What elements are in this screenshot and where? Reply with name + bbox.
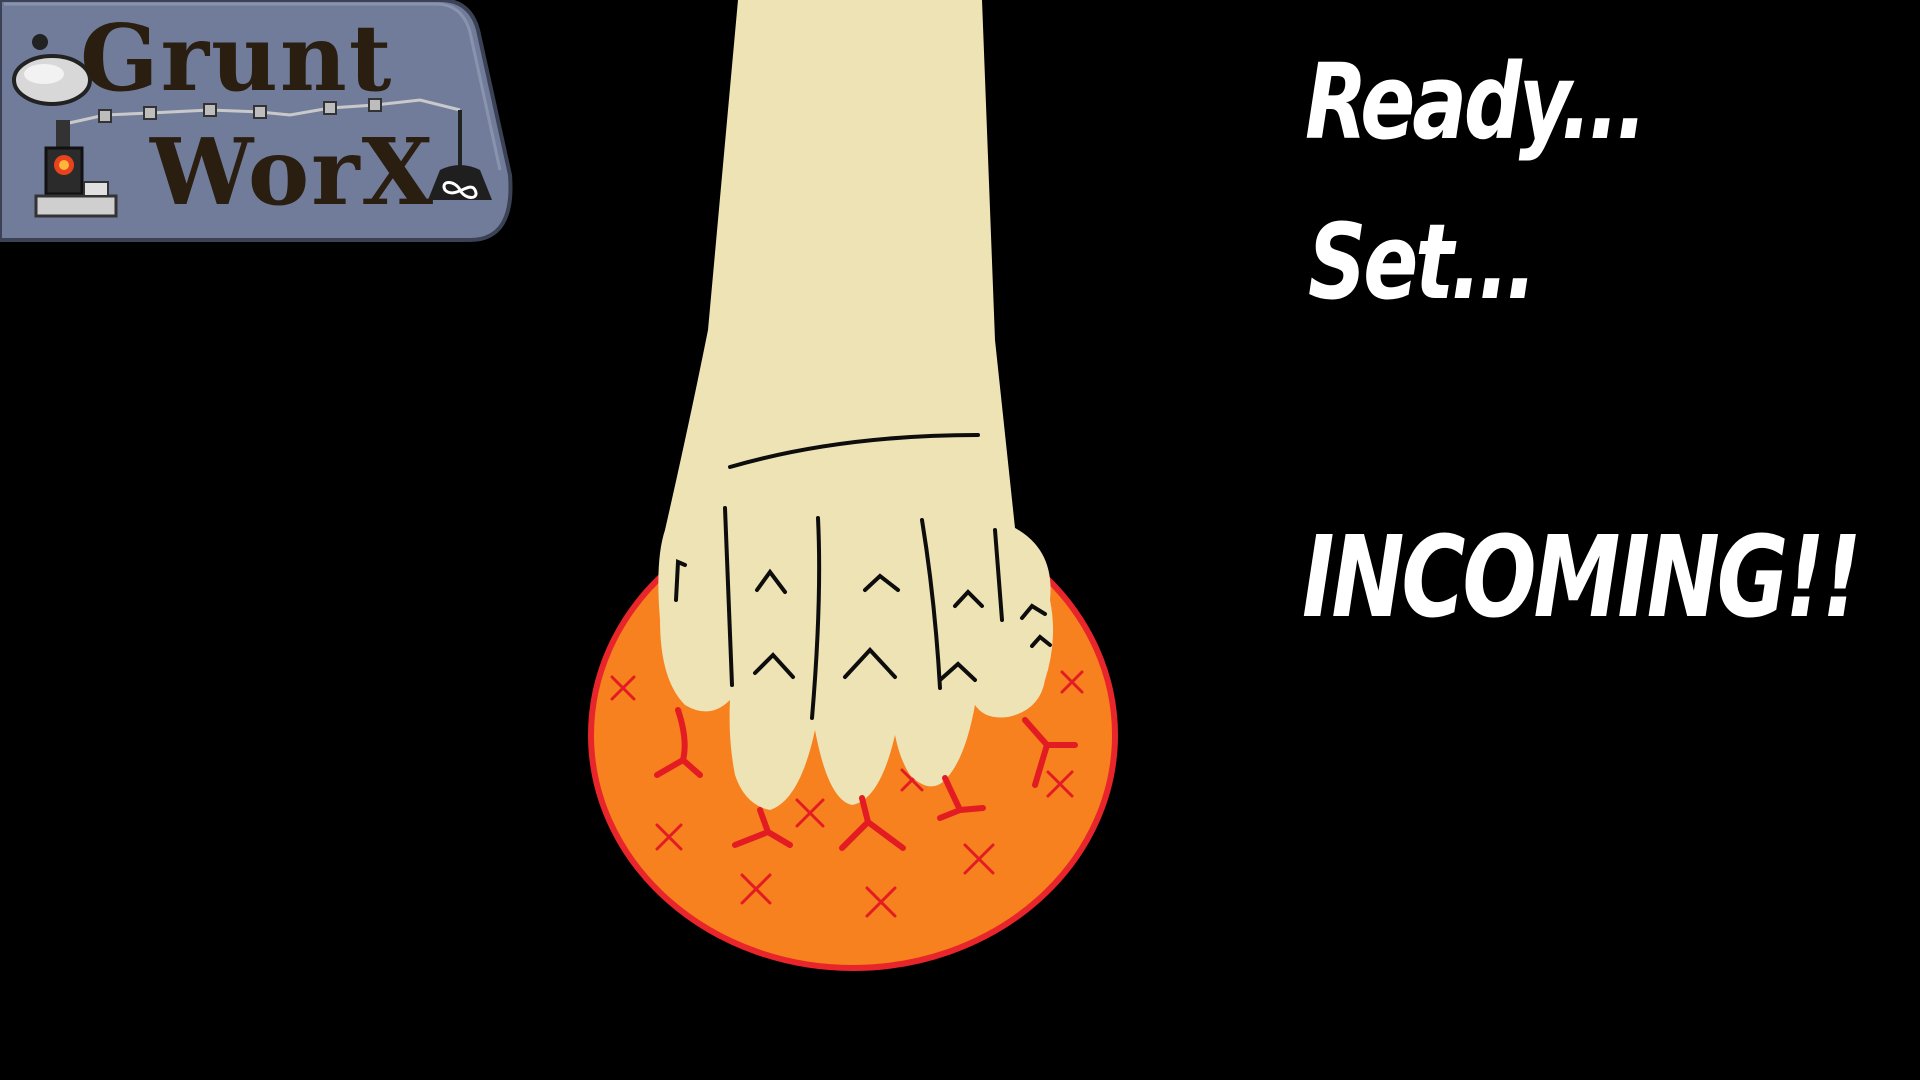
orb-crack-marks	[654, 707, 1078, 851]
limb-outline-details	[674, 433, 1052, 720]
callout-ready: Ready...	[1305, 41, 1647, 163]
chain-icon	[59, 98, 461, 127]
logo-word-grunt: Grunt	[80, 4, 394, 112]
infinity-icon	[442, 181, 478, 199]
callout-incoming: INCOMING!!	[1302, 513, 1862, 643]
orb-x-marks	[610, 670, 1084, 918]
grunt-worx-logo: Grunt WorX	[0, 0, 520, 245]
limb	[658, 0, 1054, 810]
logo-plate	[0, 0, 513, 242]
logo-word-worx: WorX	[150, 118, 436, 226]
furnace-icon	[34, 120, 118, 218]
callout-set: Set...	[1308, 201, 1537, 323]
anvil-icon	[12, 34, 92, 106]
